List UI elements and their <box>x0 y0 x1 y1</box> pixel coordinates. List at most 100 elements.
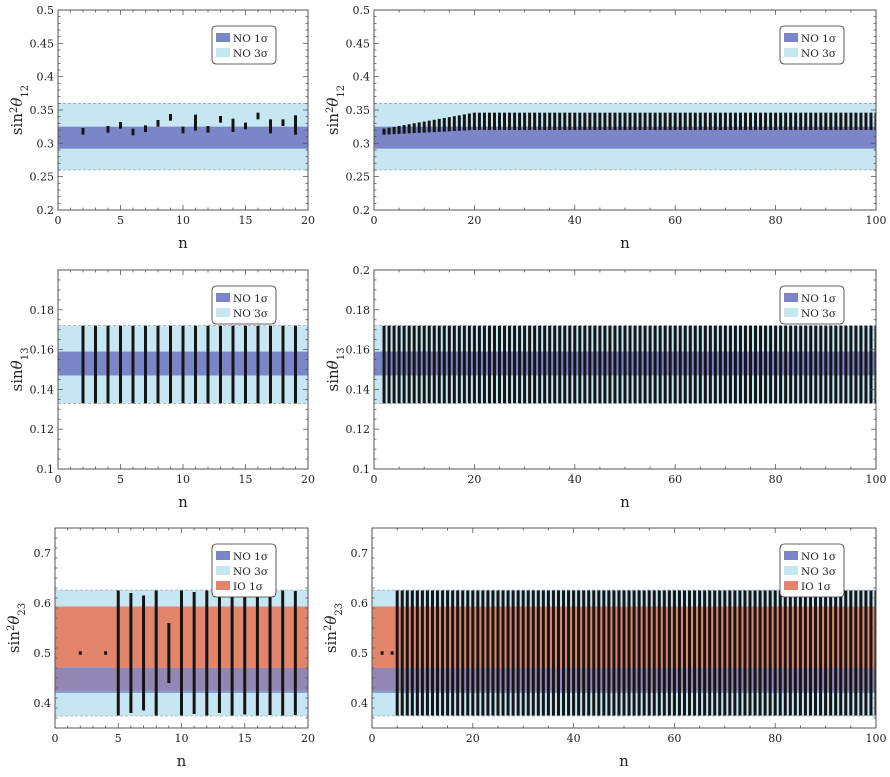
chart-6-interval-n37 <box>556 590 560 716</box>
chart-5: 0 5 10 15 20 0.4 0.5 0.6 0.7 n sin2θ23 NO 1σ NO 3σ IO… <box>5 527 315 770</box>
chart-2-interval-n32 <box>533 112 537 130</box>
chart-2-interval-n65 <box>698 112 702 130</box>
chart-2-interval-n12 <box>432 119 436 133</box>
chart-6-interval-n36 <box>551 590 555 716</box>
chart-6-interval-n96 <box>854 590 858 716</box>
chart-6-interval-n84 <box>793 590 797 716</box>
chart-6-interval-n19 <box>466 590 470 716</box>
chart-4-interval-n87 <box>809 325 813 404</box>
chart-2-interval-n35 <box>548 112 552 130</box>
chart-4-interval-n62 <box>683 325 687 404</box>
chart-2-interval-n22 <box>482 112 486 130</box>
chart-2-interval-n52 <box>633 112 637 130</box>
chart-3-interval-n10 <box>181 325 185 404</box>
chart-2-interval-n78 <box>764 112 768 130</box>
chart-4-interval-n44 <box>593 325 597 404</box>
chart-3-interval-n14 <box>231 325 235 404</box>
chart-3-interval-n16 <box>256 325 260 404</box>
chart-2-interval-n76 <box>754 112 758 130</box>
chart-5-xtick-label: 0 <box>52 732 59 745</box>
chart-4-interval-n97 <box>859 325 863 404</box>
chart-2-interval-n80 <box>774 112 778 130</box>
chart-6-interval-n26 <box>501 590 505 716</box>
chart-3-legend-label-no3: NO 3σ <box>233 308 268 320</box>
chart-6-interval-n46 <box>602 590 606 716</box>
chart-4-interval-n54 <box>643 325 647 404</box>
chart-6-interval-n70 <box>723 590 727 716</box>
chart-2-interval-n96 <box>854 112 858 130</box>
chart-2-xtick-label: 80 <box>769 214 783 227</box>
chart-2-interval-n20 <box>472 112 476 130</box>
chart-4-interval-n8 <box>412 325 416 404</box>
chart-6-ylabel: sin2θ23 <box>322 603 345 653</box>
chart-1-ylabel-sup: 2 <box>9 107 20 113</box>
chart-6-interval-n30 <box>521 590 525 716</box>
chart-6-xtick-label: 40 <box>567 732 581 745</box>
chart-2-ytick-label: 0.35 <box>346 104 371 117</box>
chart-6-interval-n59 <box>667 590 671 716</box>
chart-2-interval-n5 <box>397 126 401 134</box>
chart-2-interval-n27 <box>508 112 512 130</box>
chart-2-interval-n49 <box>618 112 622 130</box>
chart-2-interval-n70 <box>723 112 727 130</box>
chart-3-ytick-label: 0.16 <box>30 344 55 357</box>
chart-6-xtick-label: 20 <box>466 732 480 745</box>
chart-6-interval-n72 <box>733 590 737 716</box>
chart-6-interval-n60 <box>672 590 676 716</box>
chart-6-interval-n24 <box>491 590 495 716</box>
chart-2-interval-n41 <box>578 112 582 130</box>
chart-2-interval-n31 <box>528 112 532 130</box>
chart-2-ylabel: sin2θ12 <box>324 85 347 135</box>
chart-6-interval-n18 <box>461 590 465 716</box>
chart-2-interval-n63 <box>688 112 692 130</box>
chart-2-interval-n44 <box>593 112 597 130</box>
chart-2-interval-n59 <box>668 112 672 130</box>
chart-4-interval-n100 <box>874 325 876 404</box>
chart-3-interval-n12 <box>206 325 210 404</box>
chart-4-ylabel-sub: 13 <box>336 348 347 361</box>
chart-2-interval-n13 <box>437 118 441 132</box>
chart-1-interval-n15 <box>244 122 247 130</box>
chart-2-interval-n23 <box>487 112 491 130</box>
chart-4-interval-n92 <box>834 325 838 404</box>
chart-2-xtick-label: 20 <box>467 214 481 227</box>
chart-5-ylabel: sin2θ23 <box>5 603 28 653</box>
chart-6-interval-n52 <box>632 590 636 716</box>
chart-6-interval-n31 <box>526 590 530 716</box>
chart-2-interval-n24 <box>492 112 496 130</box>
chart-6-interval-n58 <box>662 590 666 716</box>
chart-6-interval-n68 <box>713 590 717 716</box>
chart-4-interval-n75 <box>749 325 752 404</box>
chart-6-xtick-label: 80 <box>768 732 782 745</box>
chart-2-interval-n42 <box>583 112 587 130</box>
chart-4-interval-n53 <box>638 325 642 404</box>
chart-4-interval-n63 <box>688 325 692 404</box>
chart-5-interval-n2 <box>78 651 82 655</box>
chart-4-interval-n50 <box>623 325 627 404</box>
chart-5-interval-n12 <box>205 590 209 716</box>
chart-2-interval-n67 <box>708 112 712 130</box>
chart-2-interval-n73 <box>738 112 742 130</box>
chart-4-interval-n88 <box>814 325 818 404</box>
chart-2-ylabel-sup: 2 <box>325 107 336 113</box>
chart-2-interval-n45 <box>598 112 602 130</box>
chart-4-interval-n18 <box>462 325 466 404</box>
chart-5-interval-n16 <box>255 590 259 716</box>
chart-3-interval-n5 <box>119 325 122 404</box>
chart-2-legend-swatch-no3 <box>784 48 798 57</box>
chart-3-ytick-label: 0.12 <box>30 423 55 436</box>
chart-4-interval-n60 <box>673 325 677 404</box>
chart-2-xtick-label: 40 <box>568 214 582 227</box>
chart-2-interval-n21 <box>477 112 481 130</box>
chart-4-xtick-label: 60 <box>668 473 682 486</box>
chart-4-interval-n2 <box>382 325 386 404</box>
chart-2-interval-n34 <box>543 112 547 130</box>
chart-1-interval-n7 <box>144 125 147 132</box>
chart-6-interval-n12 <box>430 590 434 716</box>
chart-2-interval-n9 <box>417 122 421 133</box>
chart-6-interval-n13 <box>436 590 440 716</box>
chart-4-interval-n57 <box>658 325 662 404</box>
chart-6-interval-n92 <box>834 590 838 716</box>
chart-4-interval-n52 <box>633 325 637 404</box>
chart-6-interval-n51 <box>627 590 631 716</box>
